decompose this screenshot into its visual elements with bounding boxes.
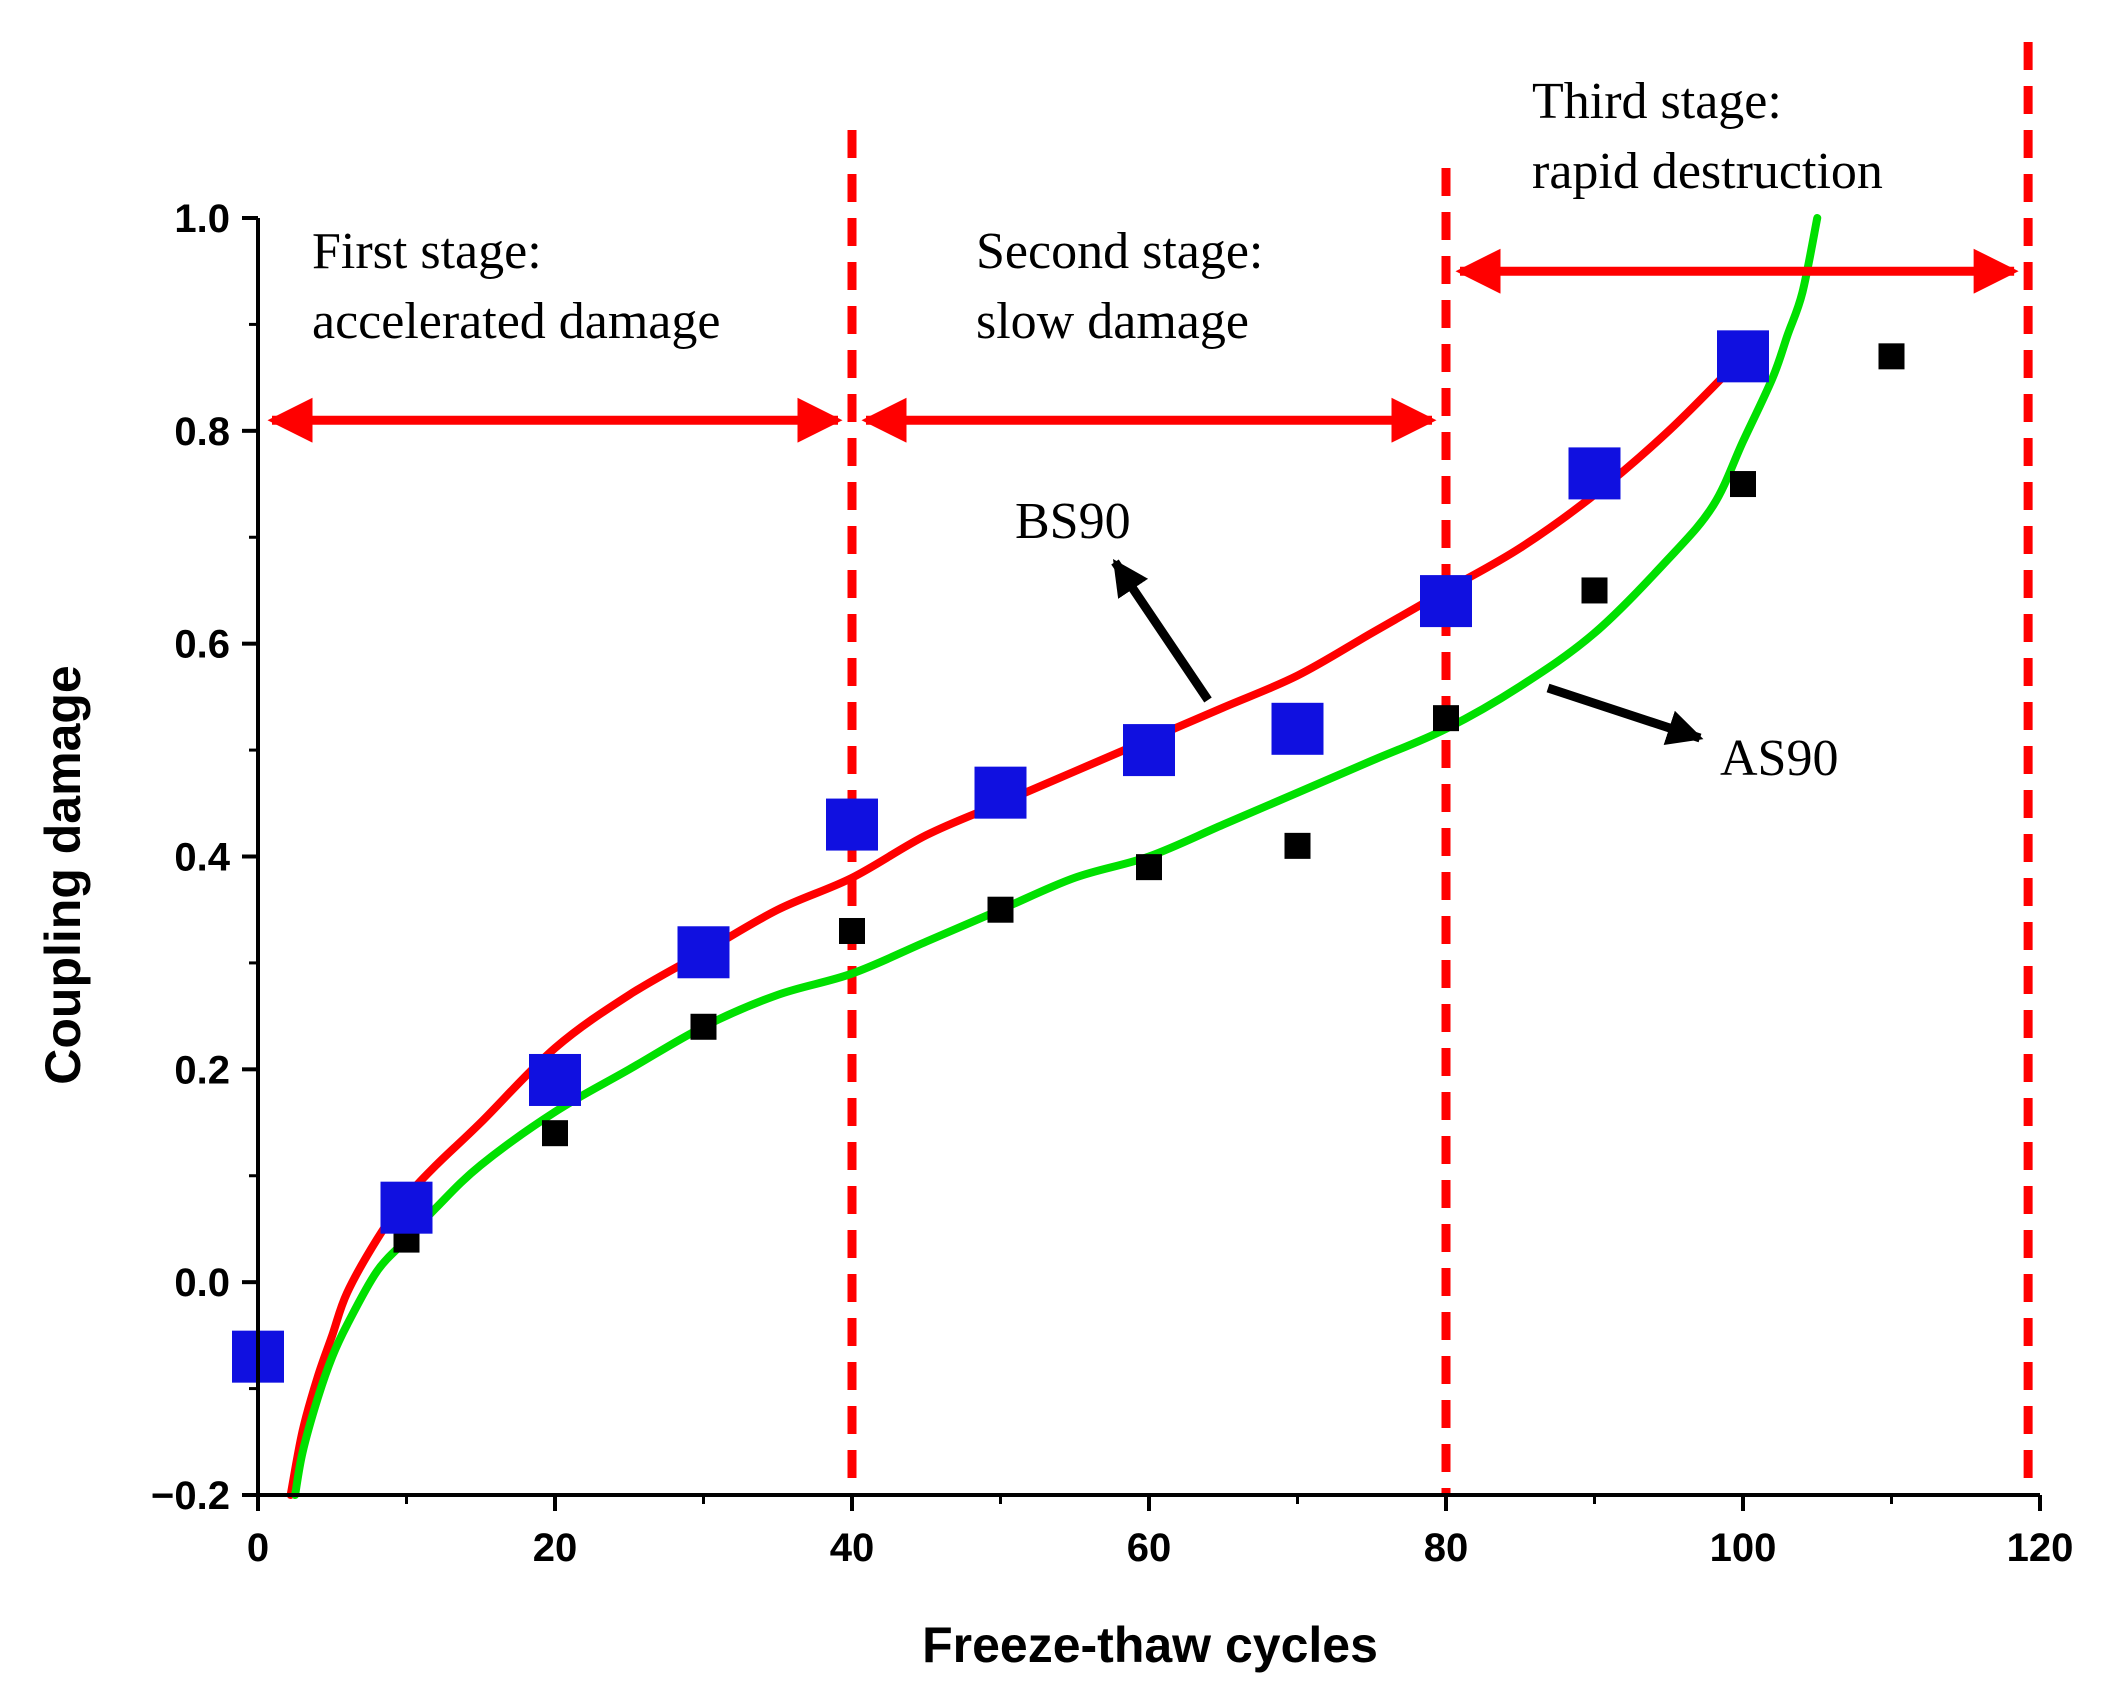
as90-point bbox=[690, 1013, 717, 1040]
bs90-point bbox=[1271, 702, 1324, 755]
x-tick-label: 20 bbox=[533, 1526, 578, 1570]
y-tick-label: 0.4 bbox=[174, 836, 230, 880]
x-tick-label: 120 bbox=[2007, 1526, 2074, 1570]
y-tick-label: −0.2 bbox=[151, 1474, 230, 1518]
as90-point bbox=[1730, 471, 1756, 498]
as90-point bbox=[1284, 832, 1311, 859]
y-tick-label: 0.0 bbox=[174, 1261, 230, 1305]
y-axis-title: Coupling damage bbox=[35, 665, 91, 1084]
x-tick-label: 60 bbox=[1127, 1526, 1172, 1570]
bs90-point bbox=[677, 926, 730, 979]
bs90-point bbox=[380, 1181, 433, 1234]
stage-1-subtitle: accelerated damage bbox=[312, 293, 720, 350]
as90-point bbox=[1581, 577, 1608, 604]
stage-2-subtitle: slow damage bbox=[976, 293, 1249, 350]
bs90-point bbox=[974, 766, 1027, 819]
x-tick-label: 40 bbox=[830, 1526, 875, 1570]
as90-point bbox=[839, 917, 865, 944]
y-tick-label: 0.8 bbox=[174, 410, 230, 454]
bs90-label: BS90 bbox=[1015, 493, 1131, 550]
stage-arrows bbox=[267, 248, 2019, 443]
x-axis-title: Freeze-thaw cycles bbox=[922, 1617, 1378, 1673]
stage-3-title: Third stage: bbox=[1532, 73, 1782, 130]
x-tick-label: 80 bbox=[1424, 1526, 1469, 1570]
y-tick-label: 1.0 bbox=[174, 197, 230, 241]
as90-point bbox=[1433, 705, 1459, 732]
y-tick-label: 0.6 bbox=[174, 623, 230, 667]
y-tick-label: 0.2 bbox=[174, 1048, 230, 1092]
axes: 0 20 40 60 80 100 120 −0.2 0.0 0.2 0.4 0.6 0.8 1.0 bbox=[151, 197, 2073, 1570]
bs90-pointer-arrow bbox=[1111, 559, 1212, 703]
bs90-point bbox=[826, 798, 878, 851]
as90-pointer-arrow bbox=[1546, 683, 1704, 745]
bs90-point bbox=[1420, 575, 1472, 628]
as90-point bbox=[987, 896, 1014, 923]
bs90-point bbox=[1123, 724, 1175, 777]
as90-point bbox=[542, 1120, 568, 1147]
data-points bbox=[232, 330, 1905, 1383]
bs90-point bbox=[1717, 330, 1769, 383]
stage-2-title: Second stage: bbox=[976, 223, 1263, 280]
bs90-point bbox=[529, 1053, 581, 1106]
stage-3-subtitle: rapid destruction bbox=[1532, 143, 1883, 200]
x-tick-label: 100 bbox=[1710, 1526, 1777, 1570]
x-tick-label: 0 bbox=[247, 1526, 269, 1570]
as90-point bbox=[1878, 343, 1905, 370]
fit-curves bbox=[286, 214, 1822, 1499]
as90-label: AS90 bbox=[1720, 730, 1838, 787]
as90-point bbox=[1136, 854, 1162, 881]
stage-1-title: First stage: bbox=[312, 223, 542, 280]
bs90-point bbox=[1568, 447, 1621, 500]
as90-fit-curve bbox=[291, 214, 1822, 1499]
